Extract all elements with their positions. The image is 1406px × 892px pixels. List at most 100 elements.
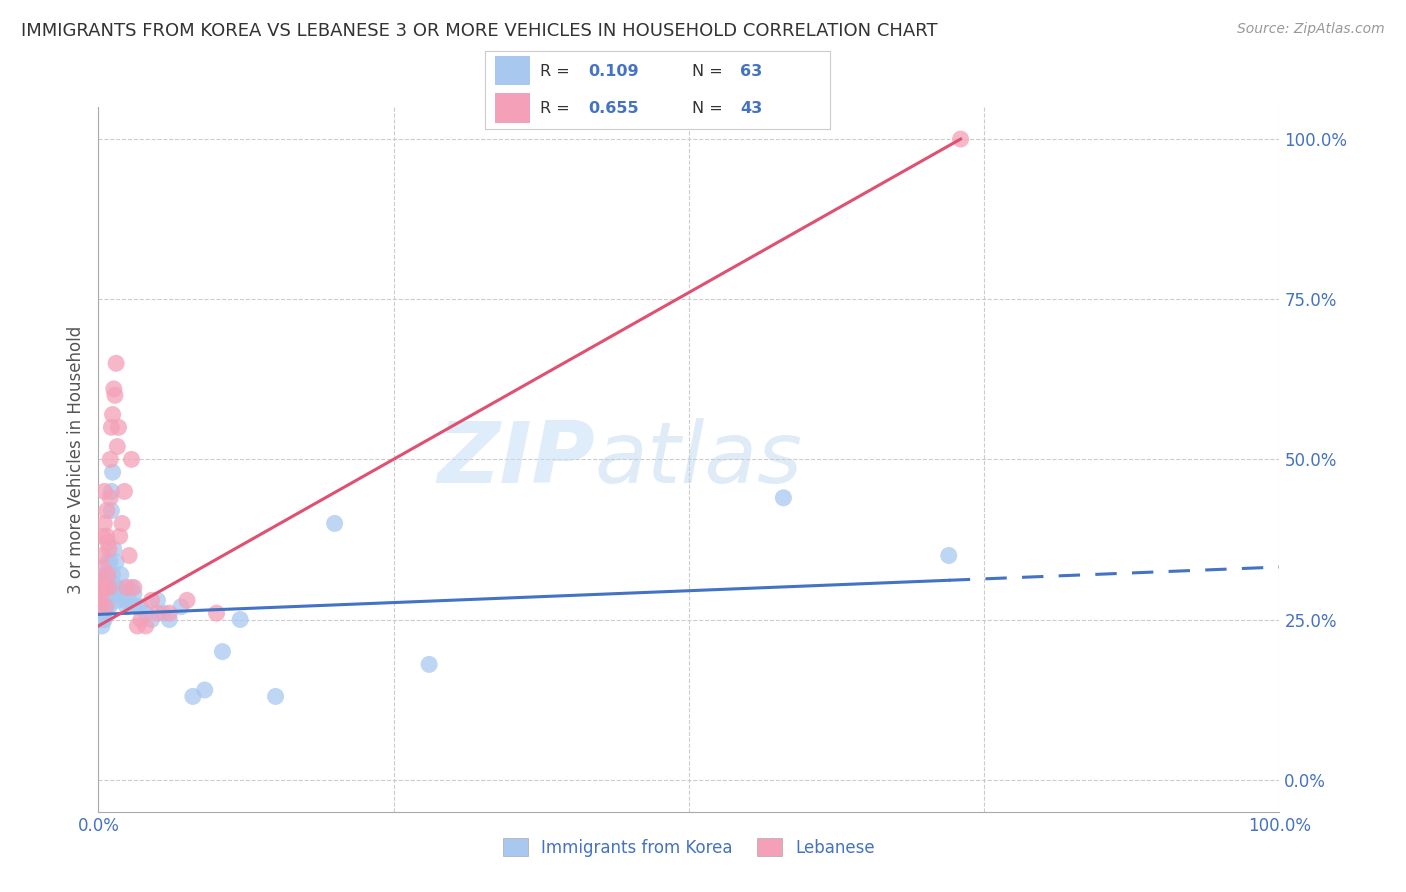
Point — [91, 599, 114, 614]
Point — [93, 567, 115, 582]
Point — [127, 599, 149, 614]
Text: ZIP: ZIP — [437, 417, 595, 501]
Legend: Immigrants from Korea, Lebanese: Immigrants from Korea, Lebanese — [496, 831, 882, 863]
Point — [98, 599, 121, 614]
Point — [89, 606, 111, 620]
Point — [108, 587, 131, 601]
Text: IMMIGRANTS FROM KOREA VS LEBANESE 3 OR MORE VEHICLES IN HOUSEHOLD CORRELATION CH: IMMIGRANTS FROM KOREA VS LEBANESE 3 OR M… — [21, 22, 938, 40]
Bar — [495, 94, 530, 123]
Point — [115, 581, 138, 595]
Point — [127, 619, 149, 633]
Text: Source: ZipAtlas.com: Source: ZipAtlas.com — [1237, 22, 1385, 37]
Point — [105, 555, 128, 569]
Point — [96, 567, 118, 582]
Text: N =: N = — [692, 63, 728, 78]
Point — [91, 581, 114, 595]
Point — [105, 593, 128, 607]
Point — [111, 587, 134, 601]
Point — [100, 581, 122, 595]
Point — [129, 613, 152, 627]
Point — [103, 382, 125, 396]
Point — [93, 484, 115, 499]
Point — [152, 606, 174, 620]
Point — [89, 599, 111, 614]
Point — [91, 561, 114, 575]
Point — [105, 581, 128, 595]
Point — [118, 593, 141, 607]
Point — [93, 587, 115, 601]
Point — [91, 613, 114, 627]
Point — [211, 644, 233, 658]
Point — [135, 606, 157, 620]
Point — [107, 420, 129, 434]
Point — [98, 491, 121, 505]
Point — [100, 420, 122, 434]
Text: R =: R = — [540, 101, 575, 116]
Point — [98, 452, 121, 467]
Point — [170, 599, 193, 614]
Point — [94, 581, 117, 595]
Point — [181, 690, 204, 704]
Point — [146, 593, 169, 607]
Point — [93, 613, 115, 627]
Point — [110, 567, 132, 582]
Point — [97, 593, 120, 607]
Point — [94, 581, 117, 595]
Point — [101, 567, 124, 582]
Point — [91, 549, 114, 563]
Point — [323, 516, 346, 531]
Point — [90, 593, 112, 607]
Point — [93, 599, 115, 614]
Point — [90, 613, 112, 627]
Point — [100, 484, 122, 499]
Point — [103, 542, 125, 557]
Point — [118, 549, 141, 563]
Point — [146, 606, 169, 620]
Point — [111, 516, 134, 531]
Point — [89, 593, 111, 607]
Text: 63: 63 — [740, 63, 762, 78]
Point — [176, 593, 198, 607]
Point — [105, 356, 128, 370]
Point — [121, 581, 143, 595]
Point — [141, 593, 163, 607]
Point — [96, 529, 118, 543]
Point — [98, 581, 121, 595]
Point — [98, 555, 121, 569]
Point — [97, 555, 120, 569]
Point — [90, 574, 112, 588]
Point — [94, 599, 117, 614]
Point — [96, 503, 118, 517]
Point — [205, 606, 228, 620]
Point — [93, 516, 115, 531]
Point — [100, 503, 122, 517]
Point — [949, 132, 972, 146]
Point — [938, 549, 960, 563]
Point — [91, 606, 114, 620]
Point — [89, 587, 111, 601]
Point — [101, 465, 124, 479]
Text: R =: R = — [540, 63, 575, 78]
Point — [122, 587, 145, 601]
Text: 0.655: 0.655 — [588, 101, 640, 116]
Point — [96, 587, 118, 601]
Point — [98, 574, 121, 588]
Point — [94, 593, 117, 607]
Point — [104, 581, 127, 595]
Point — [97, 581, 120, 595]
Point — [194, 683, 217, 698]
Point — [115, 599, 138, 614]
Point — [104, 388, 127, 402]
Point — [98, 542, 121, 557]
Point — [90, 599, 112, 614]
Point — [772, 491, 794, 505]
Point — [91, 593, 114, 607]
Point — [97, 567, 120, 582]
Point — [264, 690, 287, 704]
Point — [103, 581, 125, 595]
Point — [121, 452, 143, 467]
Point — [157, 606, 180, 620]
Point — [108, 529, 131, 543]
Point — [112, 484, 135, 499]
Point — [122, 581, 145, 595]
